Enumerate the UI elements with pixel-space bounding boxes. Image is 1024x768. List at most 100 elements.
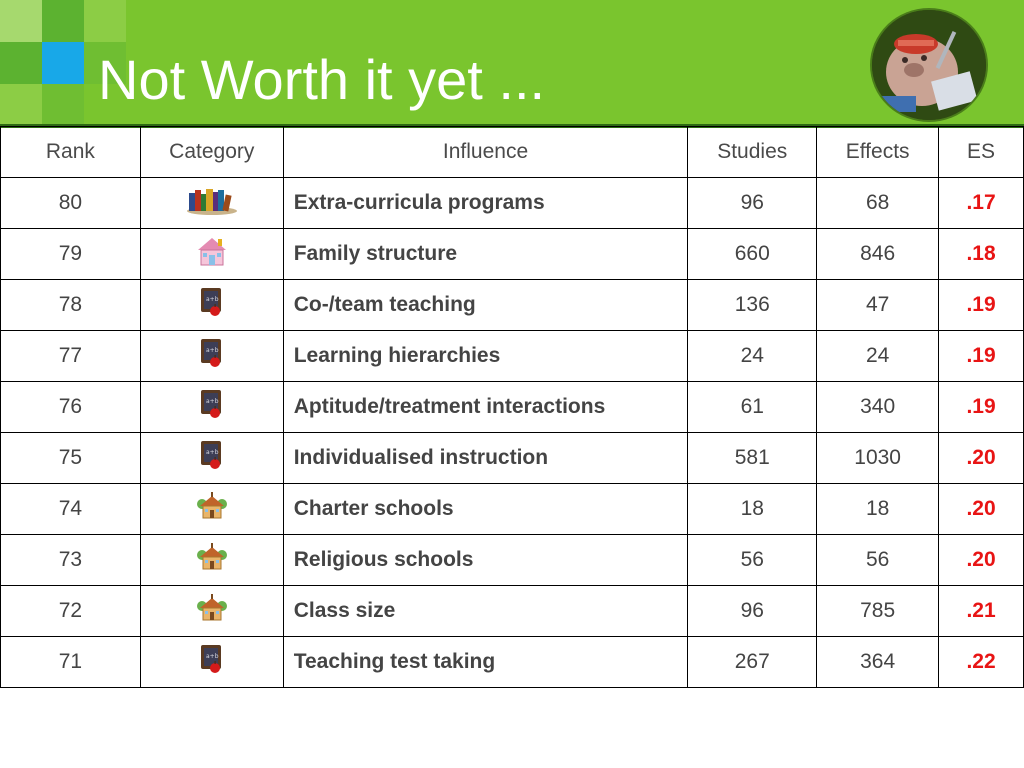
svg-text:a+b: a+b <box>206 398 219 405</box>
category-cell <box>139 228 284 280</box>
influence-cell: Charter schools <box>282 483 689 535</box>
rank-cell: 76 <box>0 381 141 433</box>
category-cell: a+b <box>139 432 284 484</box>
rank-cell: 78 <box>0 279 141 331</box>
table-row: 80 Extra-curricula programs 96 <box>0 177 1024 229</box>
effects-cell: 18 <box>816 483 940 535</box>
house-icon <box>195 235 229 273</box>
chalkboard-apple-icon: a+b <box>198 388 226 426</box>
influence-cell: Class size <box>282 585 689 637</box>
table-row: 72 Class size 96 785 <box>0 585 1024 637</box>
studies-cell: 660 <box>687 228 818 280</box>
studies-cell: 581 <box>687 432 818 484</box>
slide-title: Not Worth it yet ... <box>98 48 546 111</box>
decor-square <box>84 42 126 84</box>
chalkboard-apple-icon: a+b <box>198 286 226 324</box>
category-cell: a+b <box>139 330 284 382</box>
studies-cell: 18 <box>687 483 818 535</box>
category-cell <box>139 177 284 229</box>
studies-cell: 24 <box>687 330 818 382</box>
es-cell: .22 <box>938 636 1024 688</box>
studies-cell: 267 <box>687 636 818 688</box>
es-cell: .21 <box>938 585 1024 637</box>
effects-cell: 846 <box>816 228 940 280</box>
influence-cell: Learning hierarchies <box>282 330 689 382</box>
effects-cell: 24 <box>816 330 940 382</box>
rank-cell: 75 <box>0 432 141 484</box>
header-studies: Studies <box>687 126 818 178</box>
slide-header: Not Worth it yet ... <box>0 0 1024 126</box>
studies-cell: 56 <box>687 534 818 586</box>
table-row: 78 a+b Co-/team teaching 136 47 .19 <box>0 279 1024 331</box>
studies-cell: 96 <box>687 585 818 637</box>
decor-square <box>0 0 42 42</box>
es-cell: .19 <box>938 381 1024 433</box>
table-row: 77 a+b Learning hierarchies 24 24 .19 <box>0 330 1024 382</box>
effects-cell: 785 <box>816 585 940 637</box>
studies-cell: 136 <box>687 279 818 331</box>
chalkboard-apple-icon: a+b <box>198 337 226 375</box>
influence-cell: Co-/team teaching <box>282 279 689 331</box>
effects-cell: 68 <box>816 177 940 229</box>
decor-square <box>42 84 84 126</box>
svg-text:a+b: a+b <box>206 347 219 354</box>
effects-cell: 47 <box>816 279 940 331</box>
influence-cell: Religious schools <box>282 534 689 586</box>
books-icon <box>186 185 238 221</box>
category-cell: a+b <box>139 636 284 688</box>
rank-cell: 72 <box>0 585 141 637</box>
effects-cell: 1030 <box>816 432 940 484</box>
rank-cell: 80 <box>0 177 141 229</box>
influence-cell: Family structure <box>282 228 689 280</box>
decor-square <box>0 42 42 84</box>
table-row: 74 Charter schools 18 18 <box>0 483 1024 535</box>
decor-square <box>42 0 84 42</box>
category-cell <box>139 483 284 535</box>
decor-square <box>84 0 126 42</box>
header-effects: Effects <box>816 126 940 178</box>
table-row: 73 Religious schools 56 <box>0 534 1024 586</box>
pig-photo-icon <box>872 10 986 120</box>
header-rank: Rank <box>0 126 141 178</box>
influence-table: Rank Category Influence Studies Effects … <box>0 126 1024 688</box>
schoolhouse-icon <box>196 490 228 528</box>
chalkboard-apple-icon: a+b <box>198 439 226 477</box>
effects-cell: 56 <box>816 534 940 586</box>
category-cell <box>139 534 284 586</box>
studies-cell: 61 <box>687 381 818 433</box>
influence-cell: Extra-curricula programs <box>282 177 689 229</box>
svg-text:a+b: a+b <box>206 296 219 303</box>
rank-cell: 73 <box>0 534 141 586</box>
rank-cell: 79 <box>0 228 141 280</box>
table-row: 71 a+b Teaching test taking 267 364 .22 <box>0 636 1024 688</box>
chalkboard-apple-icon: a+b <box>198 643 226 681</box>
category-cell: a+b <box>139 279 284 331</box>
table-header-row: Rank Category Influence Studies Effects … <box>0 126 1024 178</box>
header-category: Category <box>139 126 284 178</box>
es-cell: .17 <box>938 177 1024 229</box>
rank-cell: 77 <box>0 330 141 382</box>
schoolhouse-icon <box>196 541 228 579</box>
studies-cell: 96 <box>687 177 818 229</box>
svg-text:a+b: a+b <box>206 653 219 660</box>
influence-cell: Aptitude/treatment interactions <box>282 381 689 433</box>
table-row: 76 a+b Aptitude/treatment interactions 6… <box>0 381 1024 433</box>
influence-cell: Teaching test taking <box>282 636 689 688</box>
es-cell: .19 <box>938 330 1024 382</box>
category-cell <box>139 585 284 637</box>
category-cell: a+b <box>139 381 284 433</box>
table-row: 75 a+b Individualised instruction 581 10… <box>0 432 1024 484</box>
table-row: 79 Family structure 660 846 .18 <box>0 228 1024 280</box>
header-influence: Influence <box>282 126 689 178</box>
rank-cell: 71 <box>0 636 141 688</box>
schoolhouse-icon <box>196 592 228 630</box>
es-cell: .18 <box>938 228 1024 280</box>
svg-text:a+b: a+b <box>206 449 219 456</box>
header-es: ES <box>938 126 1024 178</box>
decor-square-blue <box>42 42 84 84</box>
rank-cell: 74 <box>0 483 141 535</box>
es-cell: .19 <box>938 279 1024 331</box>
es-cell: .20 <box>938 432 1024 484</box>
decor-square <box>0 84 42 126</box>
effects-cell: 364 <box>816 636 940 688</box>
